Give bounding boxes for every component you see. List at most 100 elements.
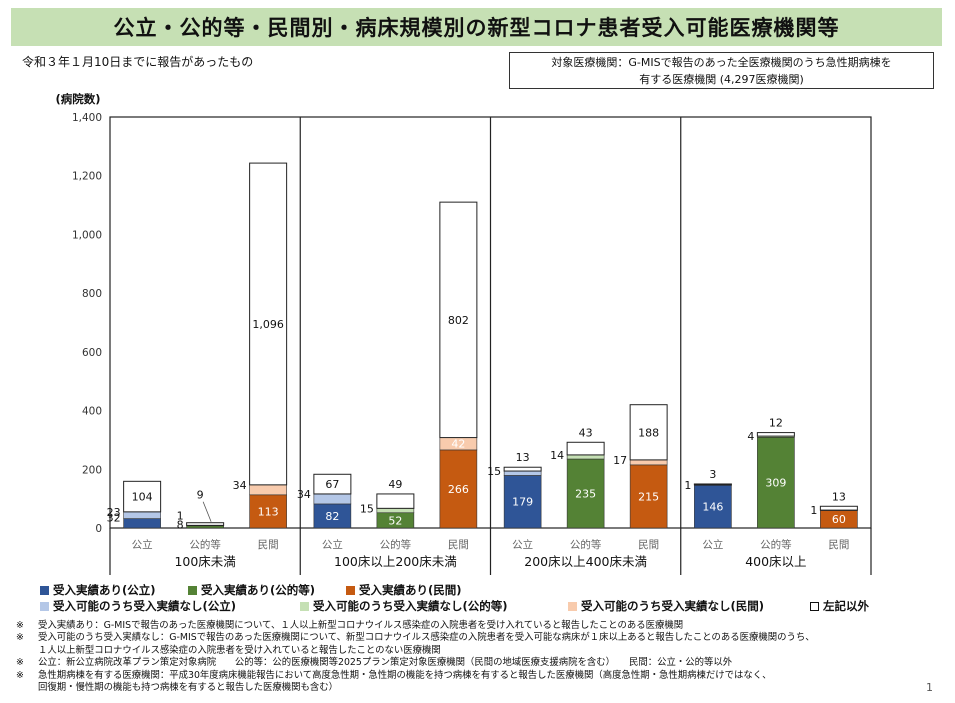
legend-swatch: [346, 585, 355, 595]
data-label-possible-not: 17: [613, 454, 627, 467]
data-label-other: 188: [638, 426, 659, 439]
footnote-mark: ※: [16, 632, 24, 644]
page-number: 1: [926, 681, 933, 694]
legend-label: 受入可能のうち受入実績なし(公立): [53, 599, 237, 613]
bar-possible-not-public: [503, 470, 542, 476]
data-label-possible-not: 1: [684, 479, 691, 492]
stacked-bar-chart: (病院数)02004006008001,0001,2001,400100床未満公…: [55, 92, 872, 575]
footnote-text: 急性期病棟を有する医療機関：平成30年度病床機能報告において高度急性期・急性期の…: [38, 669, 772, 681]
data-label-accepted: 32: [107, 512, 121, 525]
x-category-label: 民間: [258, 539, 279, 551]
data-label-other: 13: [516, 451, 530, 464]
legend-item-private_light: 受入可能のうち受入実績なし(民間): [568, 598, 764, 614]
legend-swatch: [40, 585, 49, 595]
bar-other-private: [629, 404, 668, 461]
data-label-other: 13: [832, 490, 846, 503]
x-category-label: 民間: [448, 539, 469, 551]
footnote-row: ※ 公立：新公立病院改革プラン策定対象病院 公的等：公的医療機関等2025プラン策…: [16, 657, 815, 669]
legend-label: 受入可能のうち受入実績なし(公的等): [313, 599, 508, 613]
data-label-possible-not: 34: [233, 479, 247, 492]
data-label-other: 49: [388, 478, 402, 491]
legend-label: 受入実績あり(公立): [53, 583, 156, 597]
bar-other-public: [123, 480, 162, 513]
bar-other-public: [693, 483, 732, 486]
data-label-accepted: 309: [765, 477, 786, 490]
bar-accepted-public: [503, 475, 542, 529]
x-category-label: 公立: [512, 538, 533, 551]
data-label-accepted: 146: [702, 501, 723, 514]
legend-swatch: [810, 601, 819, 611]
bar-other-quasi: [566, 441, 605, 456]
bar-other-quasi: [376, 493, 415, 509]
group-label: 100床未満: [174, 554, 235, 569]
y-tick-label: 1,200: [72, 171, 102, 183]
y-tick-label: 1,400: [72, 112, 102, 124]
bar-accepted-private: [439, 449, 478, 529]
x-category-label: 公立: [702, 538, 723, 551]
y-tick-label: 0: [95, 523, 102, 535]
data-label-accepted: 60: [832, 513, 846, 526]
y-tick-label: 600: [82, 347, 102, 359]
bar-accepted-private: [629, 464, 668, 529]
target-box-line2: 有する医療機関 (4,297医療機関): [639, 73, 804, 86]
x-category-label: 公立: [322, 538, 343, 551]
footnote-mark: ※: [16, 620, 24, 631]
legend-label: 受入実績あり(民間): [359, 583, 462, 597]
footnote-mark: [16, 682, 38, 694]
leader-line: [202, 501, 212, 522]
data-label-accepted: 52: [388, 514, 402, 527]
bar-other-private: [249, 162, 288, 486]
group-label: 400床以上: [745, 554, 806, 569]
y-axis-label: (病院数): [55, 92, 100, 106]
y-tick-label: 1,000: [72, 229, 102, 241]
bar-accepted-public: [123, 518, 161, 529]
group-label: 200床以上400床未満: [524, 554, 647, 569]
footnotes: ※ 受入実績あり：G-MISで報告のあった医療機関について、１人以上新型コロナウイ…: [16, 620, 815, 694]
bar-other-public: [313, 473, 352, 495]
footnote-mark: ※: [16, 657, 24, 669]
group-label: 100床以上200床未満: [334, 554, 457, 569]
legend-label: 左記以外: [823, 599, 869, 613]
x-category-label: 公的等: [189, 538, 221, 551]
legend-label: 受入実績あり(公的等): [201, 583, 316, 597]
target-box-line1: 対象医療機関：G-MISで報告のあった全医療機関のうち急性期病棟を: [551, 56, 892, 69]
data-label-possible-not: 34: [297, 488, 311, 501]
data-label-possible-not: 1: [810, 504, 817, 517]
x-category-label: 民間: [828, 539, 849, 551]
y-tick-label: 200: [82, 464, 102, 476]
data-label-other: 3: [709, 468, 716, 481]
data-label-possible-not: 23: [107, 506, 121, 519]
x-category-label: 民間: [638, 539, 659, 551]
data-label-accepted: 235: [575, 488, 596, 501]
legend-item-quasi: 受入実績あり(公的等): [188, 582, 315, 598]
data-label-other: 12: [769, 417, 783, 430]
data-label-accepted: 266: [448, 483, 469, 496]
target-institutions-box: 対象医療機関：G-MISで報告のあった全医療機関のうち急性期病棟を 有する医療機…: [509, 52, 934, 89]
bar-accepted-private: [249, 494, 287, 529]
legend-item-private: 受入実績あり(民間): [346, 582, 462, 598]
legend-swatch: [188, 585, 197, 595]
bar-possible-not-public: [313, 493, 352, 505]
bar-other-quasi: [756, 432, 795, 437]
footnote-row: ※ 受入実績あり：G-MISで報告のあった医療機関について、１人以上新型コロナウイ…: [16, 620, 815, 632]
data-label-other: 9: [197, 489, 204, 502]
data-label-other: 43: [579, 426, 593, 439]
footnote-text: 受入実績あり：G-MISで報告のあった医療機関について、１人以上新型コロナウイル…: [38, 620, 684, 631]
data-label-possible-not: 15: [487, 465, 501, 478]
data-label-accepted: 179: [512, 496, 533, 509]
footnote-text: 受入可能のうち受入実績なし：G-MISで報告のあった医療機関について、新型コロナ…: [38, 632, 815, 644]
legend-swatch: [568, 601, 577, 611]
legend-item-quasi_light: 受入可能のうち受入実績なし(公的等): [300, 598, 508, 614]
footnote-mark: [16, 645, 38, 657]
x-category-label: 公的等: [570, 538, 602, 551]
data-label-possible-not: 1: [177, 509, 184, 522]
data-label-accepted: 113: [258, 505, 279, 518]
data-label-accepted: 215: [638, 490, 659, 503]
footnote-row: ※ 急性期病棟を有する医療機関：平成30年度病床機能報告において高度急性期・急性期…: [16, 670, 815, 682]
bar-possible-not-private: [249, 484, 287, 496]
footnote-text: 公立：新公立病院改革プラン策定対象病院 公的等：公的医療機関等2025プラン策定…: [38, 657, 733, 669]
footnote-row: ※ 受入可能のうち受入実績なし：G-MISで報告のあった医療機関について、新型コロ…: [16, 632, 815, 644]
x-category-label: 公立: [132, 538, 153, 551]
x-category-label: 公的等: [380, 538, 412, 551]
data-label-possible-not: 15: [360, 502, 374, 515]
